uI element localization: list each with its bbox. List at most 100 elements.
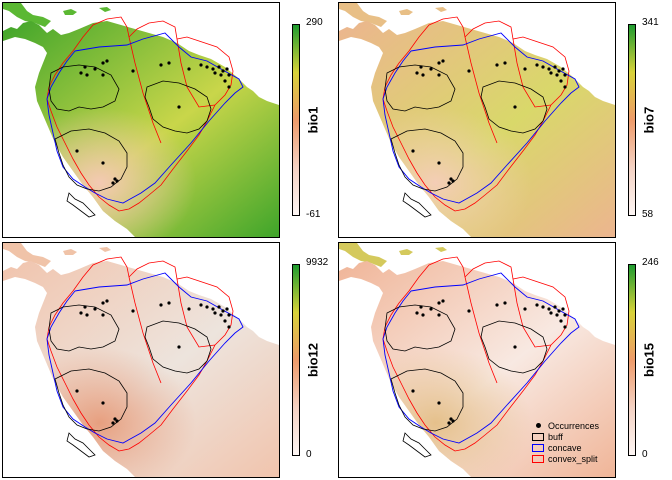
colorbar xyxy=(628,264,636,456)
occurrence-point xyxy=(415,311,419,315)
occurrence-point xyxy=(113,417,117,421)
occurrence-point xyxy=(221,309,225,313)
occurrence-point xyxy=(113,177,117,181)
occurrence-point xyxy=(451,419,455,423)
occurrence-point xyxy=(199,303,203,307)
occurrence-point xyxy=(559,319,563,323)
buff-polygon xyxy=(144,320,212,374)
colorbar-min-label: 58 xyxy=(642,209,654,220)
occurrence-point xyxy=(421,73,425,77)
occurrence-point xyxy=(227,73,231,77)
occurrence-point xyxy=(557,309,561,313)
occurrence-point xyxy=(93,307,97,311)
map-frame xyxy=(2,242,280,478)
land-raster-variation xyxy=(3,261,279,477)
occurrence-point xyxy=(437,313,441,317)
caribbean-island xyxy=(63,9,77,15)
colorbar-title: bio1 xyxy=(305,106,321,134)
occurrence-point xyxy=(93,67,97,71)
map-panel-bio7: 341 58 bio7 xyxy=(336,0,672,240)
map-frame xyxy=(2,2,280,238)
occurrence-point xyxy=(79,71,83,75)
concave-polygon xyxy=(382,32,580,204)
occurrence-point xyxy=(419,65,423,69)
occurrence-point xyxy=(437,73,441,77)
occurrence-point xyxy=(441,299,445,303)
occurrence-point xyxy=(429,307,433,311)
occurrence-point xyxy=(563,73,567,77)
buff-polygon xyxy=(66,192,96,218)
occurrence-point xyxy=(83,65,87,69)
caribbean-island xyxy=(399,249,413,255)
occurrence-point xyxy=(451,179,455,183)
caribbean-island xyxy=(399,9,413,15)
land-raster-variation xyxy=(339,21,615,237)
occurrence-point xyxy=(211,67,215,71)
buff-polygon xyxy=(54,368,128,432)
occurrence-point xyxy=(547,307,551,311)
occurrence-point xyxy=(105,59,109,63)
occurrence-point xyxy=(225,307,229,311)
colorbar-title: bio7 xyxy=(641,106,657,134)
legend-item-occurrences: Occurrences xyxy=(532,420,599,431)
occurrence-point xyxy=(513,105,517,109)
convex-split-polygon xyxy=(46,256,234,452)
convex-split-polygon xyxy=(382,256,570,452)
map-panel-bio12: 9932 0 bio12 xyxy=(0,240,336,480)
occurrence-point xyxy=(75,389,79,393)
colorbar-min-label: 0 xyxy=(306,449,312,460)
occurrence-point xyxy=(101,301,105,305)
occurrence-point xyxy=(541,65,545,69)
occurrence-point xyxy=(419,305,423,309)
occurrence-point xyxy=(441,59,445,63)
occurrence-point xyxy=(213,71,217,75)
occurrence-point xyxy=(131,309,135,313)
caribbean-island xyxy=(99,247,111,252)
buff-box-icon xyxy=(532,432,544,441)
concave-box-icon xyxy=(532,443,544,452)
occurrence-point xyxy=(211,307,215,311)
occurrence-point xyxy=(213,311,217,315)
occurrence-point xyxy=(467,69,471,73)
buff-polygon xyxy=(480,320,548,374)
buff-polygon xyxy=(402,432,432,458)
occurrence-point xyxy=(437,61,441,65)
buff-polygon xyxy=(390,128,464,192)
occurrence-point xyxy=(549,71,553,75)
occurrence-point xyxy=(159,303,163,307)
occurrence-point xyxy=(221,69,225,73)
colorbar-min-label: -61 xyxy=(306,209,321,220)
caribbean-island xyxy=(435,7,447,12)
legend-label: buff xyxy=(548,431,563,442)
buff-polygon xyxy=(390,368,464,432)
map-legend: Occurrences buff concave convex_split xyxy=(532,420,599,464)
occurrence-point xyxy=(447,421,451,425)
occurrence-point xyxy=(217,65,221,69)
occurrence-point xyxy=(411,149,415,153)
occurrence-point xyxy=(187,307,191,311)
concave-polygon xyxy=(46,32,244,204)
occurrence-point xyxy=(115,179,119,183)
occurrence-point xyxy=(429,67,433,71)
legend-item-concave: concave xyxy=(532,442,599,453)
legend-item-buff: buff xyxy=(532,431,599,442)
occurrence-point xyxy=(513,345,517,349)
occurrence-point xyxy=(159,63,163,67)
occurrence-point xyxy=(503,61,507,65)
occurrence-point xyxy=(227,313,231,317)
occurrence-point xyxy=(227,85,231,89)
occurrence-point xyxy=(449,417,453,421)
occurrence-point xyxy=(83,305,87,309)
occurrence-point xyxy=(101,401,105,405)
caribbean-island xyxy=(63,249,77,255)
land-raster-variation xyxy=(339,261,615,477)
map-panel-bio1: 290 -61 bio1 xyxy=(0,0,336,240)
central-america-landmass xyxy=(3,243,51,267)
occurrence-point xyxy=(563,325,567,329)
occurrence-point xyxy=(563,313,567,317)
occurrence-point xyxy=(555,73,559,77)
occurrence-point xyxy=(167,301,171,305)
concave-polygon xyxy=(46,272,244,444)
map-panel-bio15: 246 0 bio15 Occurrences buff concave con… xyxy=(336,240,672,480)
occurrence-point xyxy=(75,149,79,153)
